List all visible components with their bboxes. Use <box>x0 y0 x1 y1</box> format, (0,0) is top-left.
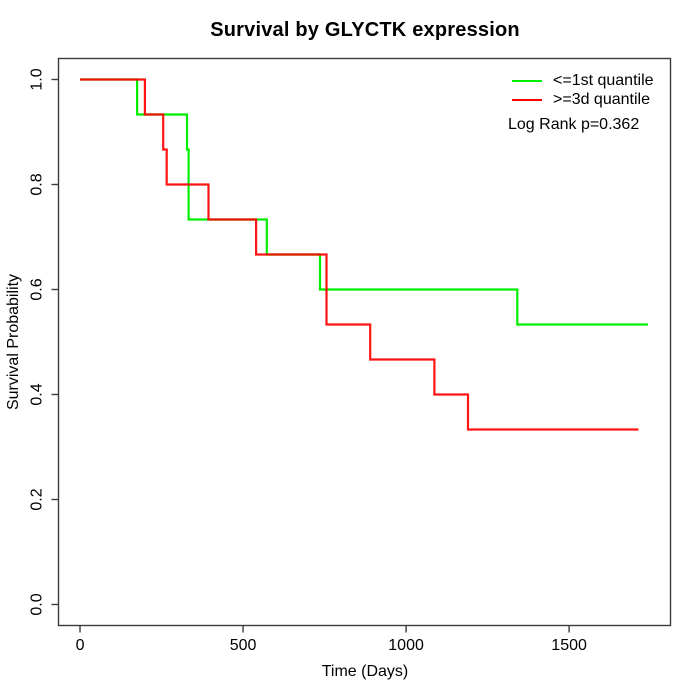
legend-label-first-quantile: <=1st quantile <box>553 71 654 89</box>
y-tick-label: 0.6 <box>29 278 46 300</box>
legend: <=1st quantile >=3d quantile Log Rank p=… <box>508 71 654 134</box>
y-tick-label: 1.0 <box>29 68 46 90</box>
chart-title: Survival by GLYCTK expression <box>210 19 520 41</box>
legend-line-red <box>512 98 542 101</box>
survival-curve-third-quantile <box>80 78 639 431</box>
legend-item-first-quantile: <=1st quantile <box>508 71 654 90</box>
plot-box <box>57 57 672 627</box>
y-tick-label: 0.2 <box>29 488 46 510</box>
y-tick-label: 0.4 <box>29 383 46 405</box>
x-tick-label: 1500 <box>551 637 587 654</box>
legend-line-green <box>512 79 542 82</box>
y-axis-title-text: Survival Probability <box>5 273 22 411</box>
x-tick-label: 1000 <box>388 637 424 654</box>
y-tick-label: 0.0 <box>29 593 46 615</box>
legend-label-third-quantile: >=3d quantile <box>553 90 650 108</box>
x-tick-label: 0 <box>76 637 85 654</box>
x-tick-label: 500 <box>230 637 257 654</box>
legend-item-third-quantile: >=3d quantile <box>508 90 654 109</box>
x-axis-title: Time (Days) <box>321 663 409 680</box>
y-tick-label: 0.8 <box>29 173 46 195</box>
log-rank-p-value: Log Rank p=0.362 <box>508 116 640 133</box>
